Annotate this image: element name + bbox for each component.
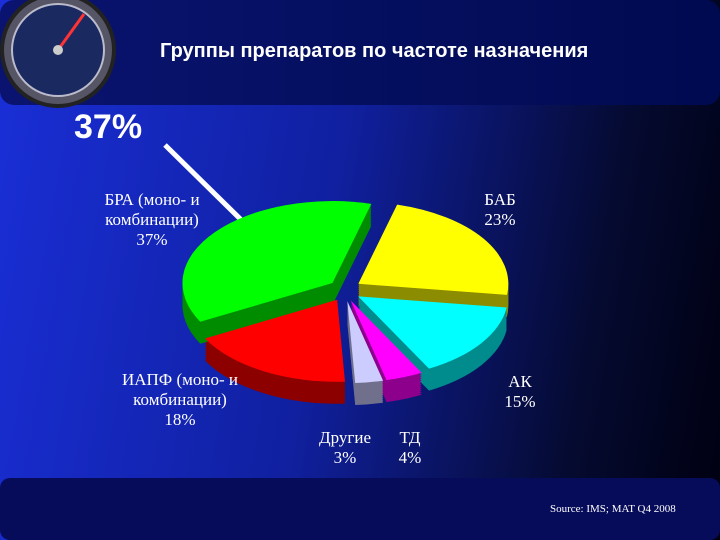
value-label: 4% xyxy=(398,448,422,467)
slice-label: БАБ 23% xyxy=(440,190,560,230)
gauge-icon xyxy=(0,0,116,108)
value-label: 15% xyxy=(504,392,536,411)
chart-title: Группы препаратов по частоте назначения xyxy=(160,40,589,62)
slice-label: Другие 3% xyxy=(310,428,380,468)
footer-band xyxy=(0,478,720,540)
category-label: Другие xyxy=(319,428,371,447)
header-band xyxy=(0,0,720,105)
slice-label: ИАПФ (моно- и комбинации) 18% xyxy=(120,370,240,430)
slice xyxy=(204,299,345,382)
value-label: 18% xyxy=(164,410,196,429)
value-label: 23% xyxy=(484,210,516,229)
annotation: 37% xyxy=(74,108,143,146)
slice xyxy=(358,296,507,369)
pie xyxy=(182,201,509,405)
value-label: 3% xyxy=(333,448,357,467)
slice xyxy=(182,201,372,322)
slice-label: БРА (моно- и комбинации) 37% xyxy=(92,190,212,250)
category-label: ТД xyxy=(399,428,421,447)
value-label: 37% xyxy=(136,230,168,249)
slice xyxy=(347,301,384,383)
slice-label: ТД 4% xyxy=(375,428,445,468)
category-label: БАБ xyxy=(484,190,516,209)
category-label: ИАПФ (моно- и комбинации) xyxy=(121,370,239,409)
slice-label: АК 15% xyxy=(460,372,580,412)
category-label: БРА (моно- и комбинации) xyxy=(104,190,200,229)
slice xyxy=(358,204,509,295)
category-label: АК xyxy=(508,372,532,391)
source-note: Source: IMS; MAT Q4 2008 xyxy=(550,503,676,515)
slice xyxy=(350,300,422,381)
